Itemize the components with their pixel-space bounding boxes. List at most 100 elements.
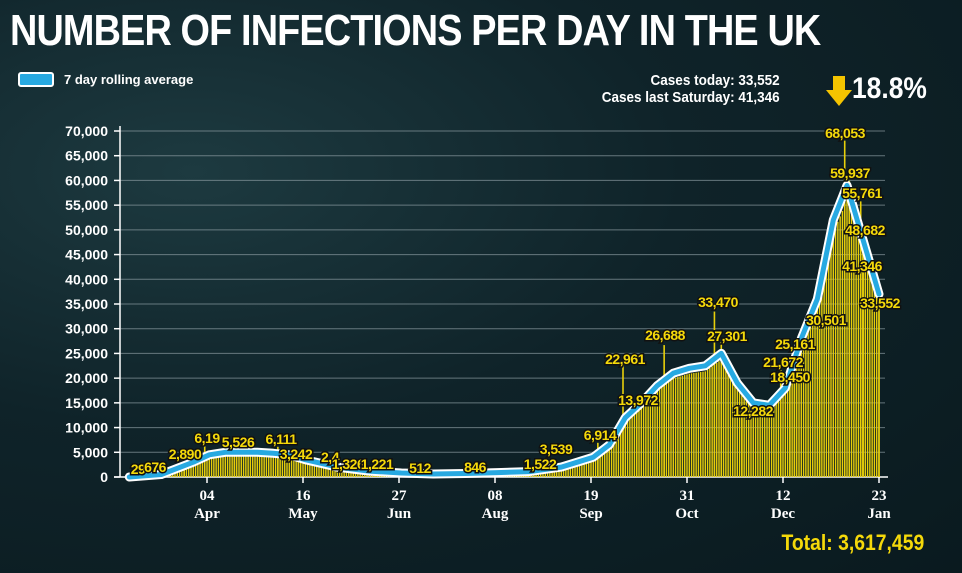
daily-bar: [329, 466, 332, 477]
x-tick-day: 16: [296, 488, 312, 504]
y-tick-label: 70,000: [65, 123, 108, 139]
annotation-label: 29: [131, 461, 146, 477]
daily-bar: [690, 373, 693, 477]
daily-bar: [327, 465, 329, 477]
cases-today-value: 33,552: [738, 72, 780, 89]
daily-bar: [311, 462, 313, 477]
daily-bar: [770, 406, 773, 477]
cases-last-saturday-label: Cases last Saturday:: [602, 89, 735, 106]
daily-bar-annotated: [597, 442, 599, 477]
annotation-label: 68,053: [825, 125, 866, 141]
daily-bar: [732, 379, 734, 477]
legend-label: 7 day rolling average: [64, 72, 194, 87]
daily-bar-annotated: [848, 180, 851, 477]
annotation-label: 2,890: [169, 446, 202, 462]
daily-bar: [213, 455, 215, 477]
daily-bar: [610, 442, 613, 477]
daily-bar: [686, 374, 688, 477]
daily-bar: [823, 275, 825, 477]
x-tick-day: 27: [392, 488, 408, 504]
daily-bar: [594, 456, 597, 477]
daily-bar: [224, 453, 226, 477]
daily-bar: [706, 369, 709, 477]
daily-bar: [583, 460, 585, 477]
daily-bar: [192, 462, 194, 477]
daily-bar: [199, 459, 201, 477]
daily-bar: [812, 318, 814, 477]
daily-bar: [674, 377, 677, 477]
daily-bar: [668, 381, 670, 477]
y-tick-label: 15,000: [65, 395, 108, 411]
daily-bar: [748, 401, 750, 477]
daily-bar: [284, 455, 286, 477]
x-tick-month: May: [288, 506, 318, 522]
x-tick-day: 08: [488, 488, 503, 504]
annotation-label: 48,682: [845, 222, 886, 238]
daily-bar: [194, 461, 197, 477]
rolling-average-line: [126, 182, 882, 480]
daily-bar: [798, 352, 800, 477]
daily-bar: [839, 216, 841, 477]
daily-bar: [757, 407, 759, 477]
daily-bar: [268, 454, 270, 477]
x-tick-month: Apr: [194, 506, 220, 522]
daily-bar: [782, 394, 784, 477]
daily-bar: [718, 361, 720, 477]
y-tick-label: 20,000: [65, 370, 108, 386]
daily-bar-annotated: [331, 465, 334, 477]
daily-bar: [220, 454, 222, 477]
daily-bar-annotated: [878, 311, 880, 477]
x-tick-day: 12: [776, 488, 791, 504]
daily-bar-annotated: [862, 272, 864, 477]
daily-bar: [656, 390, 658, 477]
daily-bar: [562, 466, 565, 477]
daily-bar: [796, 358, 798, 477]
daily-bar: [197, 460, 199, 477]
daily-bar: [665, 383, 668, 477]
annotation-label: 18,450: [770, 369, 811, 385]
daily-bar: [716, 362, 718, 477]
daily-bar: [679, 376, 681, 477]
daily-bar-annotated: [843, 140, 846, 477]
daily-bar: [871, 281, 873, 477]
daily-bar: [736, 387, 738, 477]
y-tick-label: 45,000: [65, 247, 108, 263]
daily-bar: [581, 461, 583, 477]
daily-bar: [777, 399, 780, 477]
daily-bar: [592, 458, 594, 477]
daily-bar: [556, 468, 558, 477]
daily-bar: [814, 313, 816, 477]
daily-bar: [306, 461, 309, 477]
daily-bar: [709, 367, 711, 477]
annotation-label: 512: [409, 460, 432, 476]
daily-bar: [729, 375, 732, 477]
daily-bar: [743, 395, 745, 477]
daily-bar: [588, 459, 590, 477]
daily-bar: [773, 404, 775, 477]
daily-bar: [832, 232, 834, 477]
daily-bar: [645, 401, 647, 477]
daily-bar: [578, 462, 581, 477]
daily-bar: [830, 243, 832, 477]
daily-bar: [809, 324, 812, 477]
daily-bar-annotated: [277, 446, 279, 477]
annotation-label: 21,672: [763, 354, 804, 370]
daily-bar: [700, 372, 702, 477]
annotation-label: 6,19: [194, 430, 220, 446]
cases-today-label: Cases today:: [650, 72, 735, 89]
daily-bar: [649, 397, 652, 477]
daily-bar: [300, 459, 302, 477]
annotation-label: 30,501: [806, 312, 847, 328]
daily-bar: [320, 464, 322, 477]
daily-bar: [784, 392, 786, 477]
daily-bar: [759, 407, 761, 477]
daily-bar: [697, 372, 700, 477]
daily-bar: [761, 407, 764, 477]
daily-bar: [821, 286, 823, 477]
daily-bar: [222, 453, 224, 477]
y-tick-label: 35,000: [65, 296, 108, 312]
annotation-label: 6,111: [266, 431, 298, 447]
y-tick-label: 65,000: [65, 148, 108, 164]
daily-bar: [601, 451, 604, 477]
daily-bar-annotated: [352, 470, 355, 477]
